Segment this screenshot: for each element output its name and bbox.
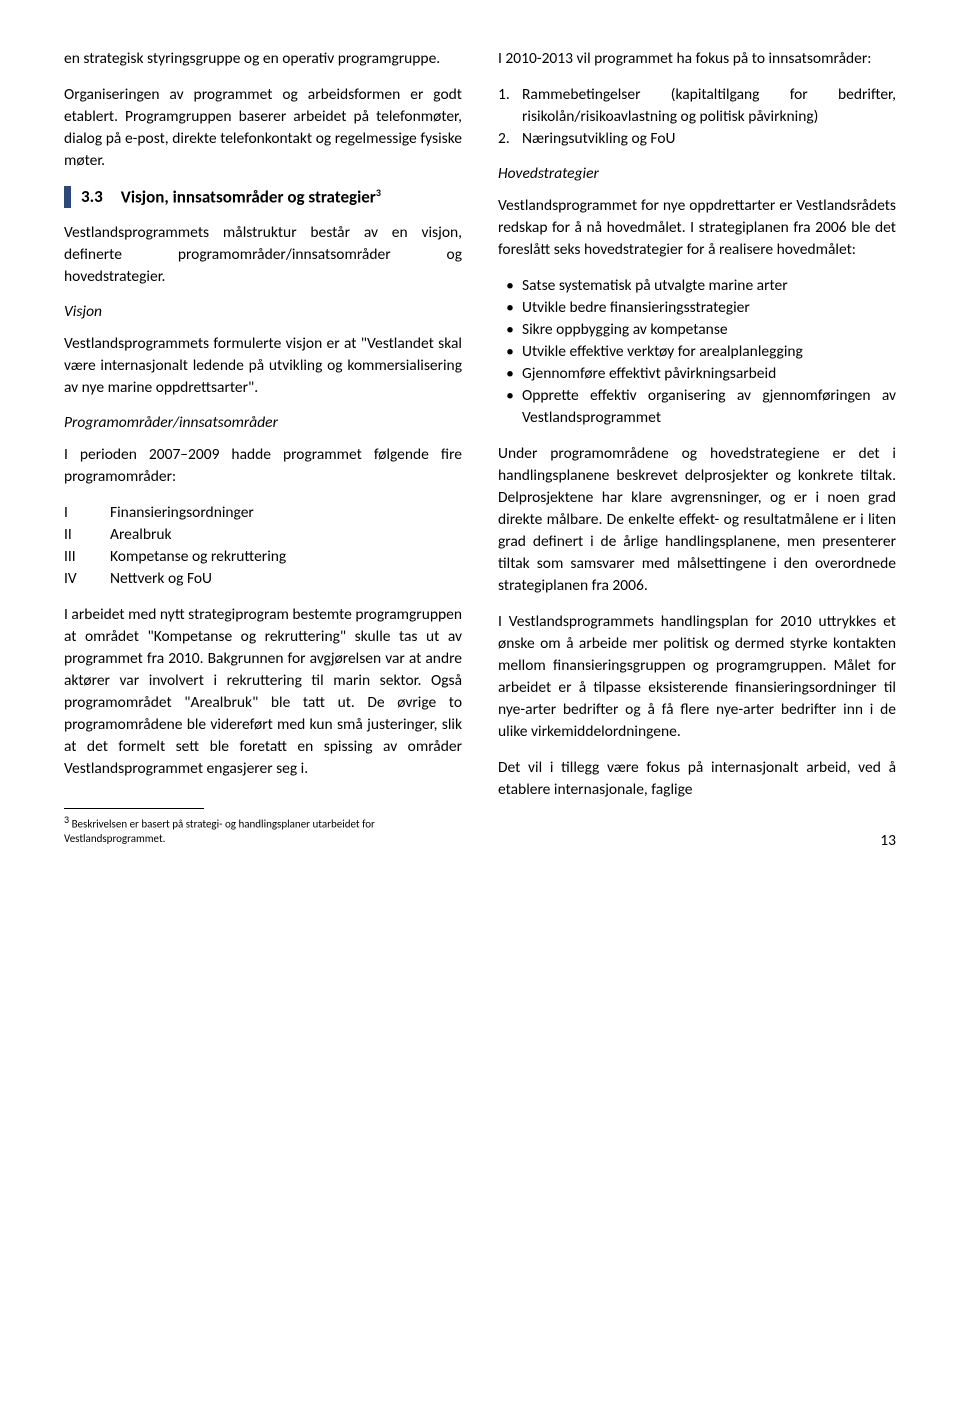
list-text: Utvikle effektive verktøy for arealplanl… <box>522 341 896 363</box>
two-column-layout: en strategisk styringsgruppe og en opera… <box>64 48 896 846</box>
list-text: Rammebetingelser (kapitaltilgang for bed… <box>522 84 896 128</box>
footnote: 3 Beskrivelsen er basert på strategi- og… <box>64 813 462 846</box>
section-accent-bar <box>64 186 71 208</box>
list-marker: I <box>64 502 110 524</box>
list-item: • Utvikle effektive verktøy for arealpla… <box>498 341 896 363</box>
list-text: Arealbruk <box>110 524 172 546</box>
page-number: 13 <box>880 831 896 850</box>
section-number: 3.3 <box>81 186 103 207</box>
bullet-icon: • <box>498 275 522 297</box>
footnote-ref: 3 <box>376 186 381 199</box>
bullet-list: • Satse systematisk på utvalgte marine a… <box>498 275 896 429</box>
numbered-list: 1. Rammebetingelser (kapitaltilgang for … <box>498 84 896 150</box>
bullet-icon: • <box>498 363 522 385</box>
list-marker: II <box>64 524 110 546</box>
list-text: Finansieringsordninger <box>110 502 254 524</box>
list-marker: 2. <box>498 128 522 150</box>
list-item: II Arealbruk <box>64 524 462 546</box>
subheading-hovedstrategier: Hovedstrategier <box>498 164 896 183</box>
paragraph: Vestlandsprogrammet for nye oppdrettarte… <box>498 195 896 261</box>
subheading-programomrader: Programområder/innsatsområder <box>64 413 462 432</box>
list-text: Gjennomføre effektivt påvirkningsarbeid <box>522 363 896 385</box>
footnote-separator <box>64 808 204 809</box>
paragraph: Det vil i tillegg være fokus på internas… <box>498 757 896 801</box>
list-item: • Opprette effektiv organisering av gjen… <box>498 385 896 429</box>
list-marker: III <box>64 546 110 568</box>
list-marker: IV <box>64 568 110 590</box>
list-item: I Finansieringsordninger <box>64 502 462 524</box>
paragraph: I Vestlandsprogrammets handlingsplan for… <box>498 611 896 743</box>
list-text: Sikre oppbygging av kompetanse <box>522 319 896 341</box>
footnote-text: Beskrivelsen er basert på strategi- og h… <box>64 817 375 844</box>
paragraph: I arbeidet med nytt strategiprogram best… <box>64 604 462 780</box>
bullet-icon: • <box>498 297 522 319</box>
paragraph: Vestlandsprogrammets formulerte visjon e… <box>64 333 462 399</box>
section-heading-text: 3.3 Visjon, innsatsområder og strategier… <box>81 186 381 208</box>
bullet-icon: • <box>498 385 522 429</box>
paragraph: en strategisk styringsgruppe og en opera… <box>64 48 462 70</box>
list-item: 2. Næringsutvikling og FoU <box>498 128 896 150</box>
list-text: Næringsutvikling og FoU <box>522 128 896 150</box>
paragraph: I 2010-2013 vil programmet ha fokus på t… <box>498 48 896 70</box>
paragraph: Organiseringen av programmet og arbeidsf… <box>64 84 462 172</box>
list-item: • Gjennomføre effektivt påvirkningsarbei… <box>498 363 896 385</box>
list-marker: 1. <box>498 84 522 128</box>
bullet-icon: • <box>498 341 522 363</box>
list-item: • Utvikle bedre finansieringsstrategier <box>498 297 896 319</box>
list-text: Opprette effektiv organisering av gjenno… <box>522 385 896 429</box>
left-column: en strategisk styringsgruppe og en opera… <box>64 48 462 846</box>
list-item: • Satse systematisk på utvalgte marine a… <box>498 275 896 297</box>
roman-numeral-list: I Finansieringsordninger II Arealbruk II… <box>64 502 462 590</box>
section-title-text: Visjon, innsatsområder og strategier <box>121 187 376 208</box>
right-column: I 2010-2013 vil programmet ha fokus på t… <box>498 48 896 846</box>
paragraph: I perioden 2007–2009 hadde programmet fø… <box>64 444 462 488</box>
list-text: Satse systematisk på utvalgte marine art… <box>522 275 896 297</box>
list-text: Nettverk og FoU <box>110 568 212 590</box>
subheading-visjon: Visjon <box>64 302 462 321</box>
paragraph: Under programområdene og hovedstrategien… <box>498 443 896 597</box>
list-item: III Kompetanse og rekruttering <box>64 546 462 568</box>
list-item: • Sikre oppbygging av kompetanse <box>498 319 896 341</box>
section-title: Visjon, innsatsområder og strategier3 <box>121 186 381 208</box>
list-item: 1. Rammebetingelser (kapitaltilgang for … <box>498 84 896 128</box>
list-text: Utvikle bedre finansieringsstrategier <box>522 297 896 319</box>
section-heading: 3.3 Visjon, innsatsområder og strategier… <box>64 186 462 208</box>
paragraph: Vestlandsprogrammets målstruktur består … <box>64 222 462 288</box>
bullet-icon: • <box>498 319 522 341</box>
list-item: IV Nettverk og FoU <box>64 568 462 590</box>
list-text: Kompetanse og rekruttering <box>110 546 286 568</box>
